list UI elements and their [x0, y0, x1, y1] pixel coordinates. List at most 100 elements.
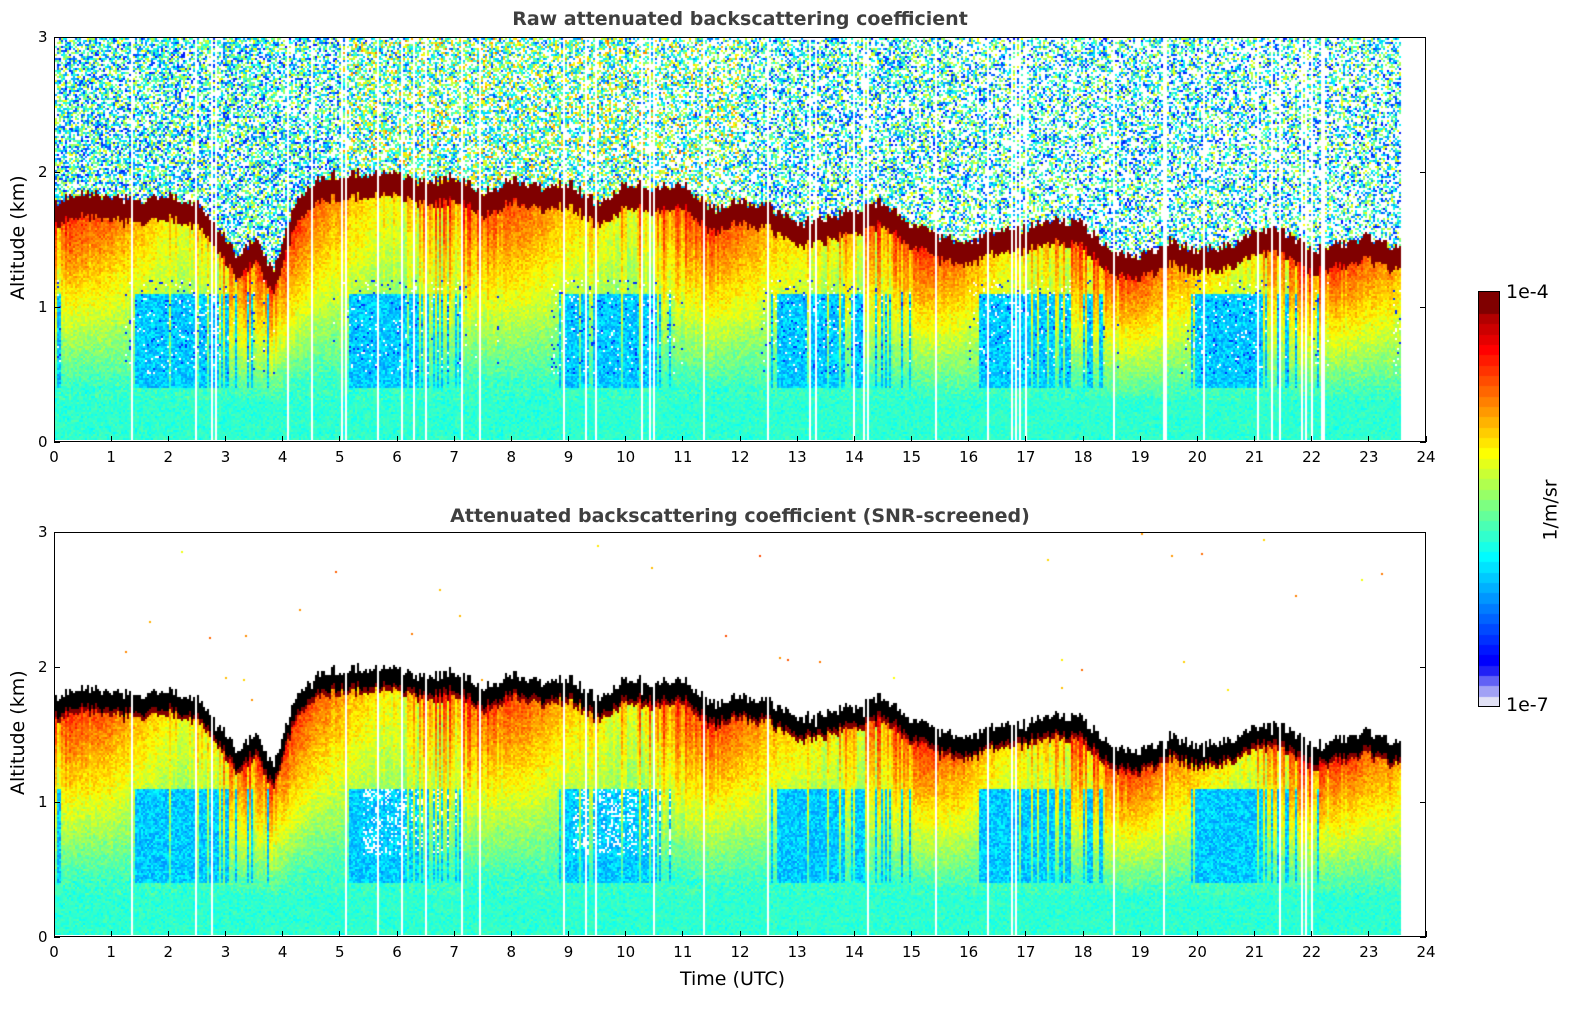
- x-tick-label: 6: [392, 448, 402, 466]
- x-tick-mark: [282, 436, 284, 442]
- x-tick-label: 22: [1302, 448, 1322, 466]
- x-tick-label: 9: [563, 943, 574, 961]
- y-tick-mark: [1420, 801, 1426, 803]
- x-tick-label: 3: [220, 448, 231, 466]
- y-tick-mark: [54, 171, 60, 173]
- colorbar-min-label: 1e-7: [1506, 694, 1549, 716]
- bottom-heatmap-plot: [54, 532, 1426, 937]
- x-tick-mark: [1025, 931, 1027, 937]
- x-tick-label: 8: [506, 448, 517, 466]
- x-tick-mark: [682, 436, 684, 442]
- x-tick-mark: [911, 931, 912, 937]
- top-heatmap-canvas: [55, 38, 1424, 440]
- x-tick-label: 18: [1073, 943, 1093, 961]
- x-tick-label: 5: [335, 448, 345, 466]
- x-tick-mark: [1139, 436, 1141, 442]
- x-tick-mark: [796, 436, 798, 442]
- y-tick-mark: [54, 801, 60, 803]
- x-tick-mark: [625, 931, 627, 937]
- x-tick-mark: [453, 436, 455, 442]
- x-tick-label: 12: [730, 943, 750, 961]
- y-tick-label: 3: [38, 28, 48, 46]
- y-tick-mark: [1420, 531, 1426, 533]
- x-tick-mark: [110, 436, 112, 442]
- y-tick-label: 1: [38, 793, 48, 811]
- x-tick-label: 23: [1359, 448, 1379, 466]
- x-tick-mark: [1425, 931, 1427, 937]
- x-tick-mark: [853, 931, 855, 937]
- y-tick-mark: [1420, 936, 1426, 938]
- y-tick-mark: [1420, 306, 1426, 308]
- x-tick-label: 15: [901, 448, 922, 466]
- x-tick-label: 12: [730, 448, 750, 466]
- x-axis-label: Time (UTC): [680, 968, 786, 990]
- x-tick-mark: [739, 931, 741, 937]
- x-tick-mark: [1196, 931, 1198, 937]
- y-tick-mark: [1420, 171, 1426, 173]
- x-tick-mark: [1368, 436, 1370, 442]
- x-tick-mark: [53, 931, 55, 937]
- x-tick-mark: [1025, 436, 1027, 442]
- x-tick-mark: [225, 931, 226, 937]
- x-tick-label: 2: [163, 943, 174, 961]
- x-tick-label: 10: [616, 943, 636, 961]
- x-tick-label: 19: [1130, 448, 1150, 466]
- x-tick-mark: [53, 436, 55, 442]
- x-tick-label: 20: [1187, 943, 1207, 961]
- x-tick-label: 15: [901, 943, 922, 961]
- x-tick-mark: [110, 931, 112, 937]
- x-tick-label: 11: [673, 943, 693, 961]
- x-tick-mark: [396, 931, 398, 937]
- x-tick-mark: [510, 436, 512, 442]
- colorbar-max-label: 1e-4: [1506, 281, 1549, 303]
- y-tick-label: 0: [38, 928, 48, 946]
- x-tick-mark: [1082, 436, 1084, 442]
- x-tick-label: 14: [844, 943, 864, 961]
- x-tick-mark: [911, 436, 912, 442]
- x-tick-mark: [225, 436, 226, 442]
- x-tick-label: 6: [392, 943, 402, 961]
- x-tick-label: 17: [1016, 448, 1036, 466]
- x-tick-mark: [1368, 931, 1370, 937]
- y-tick-mark: [1420, 441, 1426, 443]
- x-tick-mark: [339, 931, 341, 937]
- x-tick-label: 1: [106, 448, 116, 466]
- x-tick-mark: [568, 931, 569, 937]
- bottom-y-axis-label: Altitude (km): [7, 670, 29, 795]
- x-tick-mark: [739, 436, 741, 442]
- x-tick-label: 23: [1359, 943, 1379, 961]
- x-tick-mark: [968, 436, 970, 442]
- x-tick-label: 24: [1416, 448, 1436, 466]
- y-tick-label: 2: [38, 658, 48, 676]
- x-tick-label: 7: [449, 943, 459, 961]
- top-heatmap-plot: [54, 37, 1426, 442]
- x-tick-mark: [968, 931, 970, 937]
- y-tick-label: 0: [38, 433, 48, 451]
- x-tick-label: 22: [1302, 943, 1322, 961]
- x-tick-mark: [625, 436, 627, 442]
- x-tick-mark: [167, 436, 169, 442]
- x-tick-label: 0: [49, 448, 59, 466]
- x-tick-label: 2: [163, 448, 174, 466]
- x-tick-label: 5: [335, 943, 345, 961]
- y-tick-mark: [54, 441, 60, 443]
- x-tick-mark: [1254, 436, 1255, 442]
- y-tick-mark: [54, 936, 60, 938]
- x-tick-mark: [167, 931, 169, 937]
- colorbar: [1478, 291, 1500, 707]
- x-tick-label: 4: [277, 943, 288, 961]
- y-tick-label: 1: [38, 298, 48, 316]
- colorbar-unit-label: 1/m/sr: [1539, 479, 1562, 541]
- x-tick-label: 9: [563, 448, 574, 466]
- x-tick-mark: [1311, 436, 1313, 442]
- x-tick-label: 16: [959, 943, 979, 961]
- x-tick-label: 24: [1416, 943, 1436, 961]
- x-tick-label: 21: [1244, 448, 1265, 466]
- x-tick-mark: [1196, 436, 1198, 442]
- x-tick-mark: [453, 931, 455, 937]
- top-plot-title: Raw attenuated backscattering coefficien…: [512, 8, 968, 30]
- x-tick-label: 11: [673, 448, 693, 466]
- x-tick-label: 13: [787, 448, 807, 466]
- x-tick-label: 1: [106, 943, 116, 961]
- x-tick-label: 14: [844, 448, 864, 466]
